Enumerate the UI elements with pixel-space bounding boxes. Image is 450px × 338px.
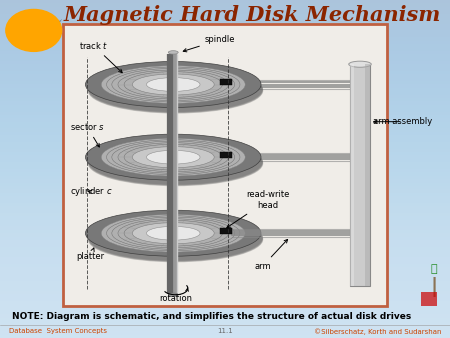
Bar	[421, 292, 436, 306]
Ellipse shape	[88, 216, 263, 261]
Text: cylinder $c$: cylinder $c$	[70, 185, 112, 198]
Ellipse shape	[86, 62, 261, 107]
Ellipse shape	[88, 139, 263, 185]
Text: ✓: ✓	[70, 15, 74, 20]
Ellipse shape	[147, 226, 200, 240]
Bar	[220, 152, 232, 158]
Text: arm: arm	[254, 239, 288, 271]
Ellipse shape	[132, 223, 214, 244]
Text: |: |	[431, 277, 438, 297]
Ellipse shape	[88, 140, 263, 185]
Ellipse shape	[88, 140, 263, 186]
Text: rotation: rotation	[159, 294, 192, 303]
Text: ✓: ✓	[58, 19, 62, 23]
Text: Magnetic Hard Disk Mechanism: Magnetic Hard Disk Mechanism	[63, 5, 441, 25]
Ellipse shape	[88, 215, 263, 261]
Ellipse shape	[147, 150, 200, 164]
Ellipse shape	[101, 138, 245, 176]
Text: platter: platter	[76, 248, 104, 261]
Ellipse shape	[88, 67, 263, 113]
Ellipse shape	[349, 61, 371, 67]
Ellipse shape	[86, 210, 261, 256]
Ellipse shape	[88, 216, 263, 262]
Ellipse shape	[147, 78, 200, 91]
Text: ©Silberschatz, Korth and Sudarshan: ©Silberschatz, Korth and Sudarshan	[314, 328, 441, 335]
Bar	[350, 64, 370, 286]
Bar	[220, 79, 232, 85]
Text: read-write
head: read-write head	[227, 191, 289, 227]
Text: NOTE: Diagram is schematic, and simplifies the structure of actual disk drives: NOTE: Diagram is schematic, and simplifi…	[12, 312, 411, 320]
Text: Database  System Concepts: Database System Concepts	[9, 328, 107, 334]
Bar	[220, 228, 232, 234]
Ellipse shape	[88, 140, 263, 186]
Ellipse shape	[112, 141, 182, 160]
Text: 11.1: 11.1	[217, 328, 233, 334]
Ellipse shape	[88, 68, 263, 114]
Ellipse shape	[151, 226, 221, 247]
Text: 🌿: 🌿	[431, 264, 437, 274]
Ellipse shape	[101, 66, 245, 103]
Ellipse shape	[88, 67, 263, 113]
Ellipse shape	[112, 217, 182, 236]
Circle shape	[6, 9, 62, 51]
Bar	[364, 64, 370, 286]
Bar	[350, 64, 354, 286]
Ellipse shape	[132, 74, 214, 95]
Ellipse shape	[168, 293, 178, 296]
Ellipse shape	[88, 66, 263, 112]
Ellipse shape	[151, 150, 221, 171]
FancyBboxPatch shape	[63, 24, 387, 306]
Text: track $t$: track $t$	[79, 40, 122, 73]
Ellipse shape	[88, 216, 263, 262]
Ellipse shape	[86, 134, 261, 180]
Ellipse shape	[112, 68, 182, 87]
Ellipse shape	[101, 214, 245, 252]
Text: arm assembly: arm assembly	[373, 117, 432, 126]
Ellipse shape	[151, 78, 221, 98]
Text: sector $s$: sector $s$	[70, 121, 104, 147]
Ellipse shape	[132, 147, 214, 168]
Ellipse shape	[168, 51, 178, 54]
Text: spindle: spindle	[183, 35, 235, 52]
